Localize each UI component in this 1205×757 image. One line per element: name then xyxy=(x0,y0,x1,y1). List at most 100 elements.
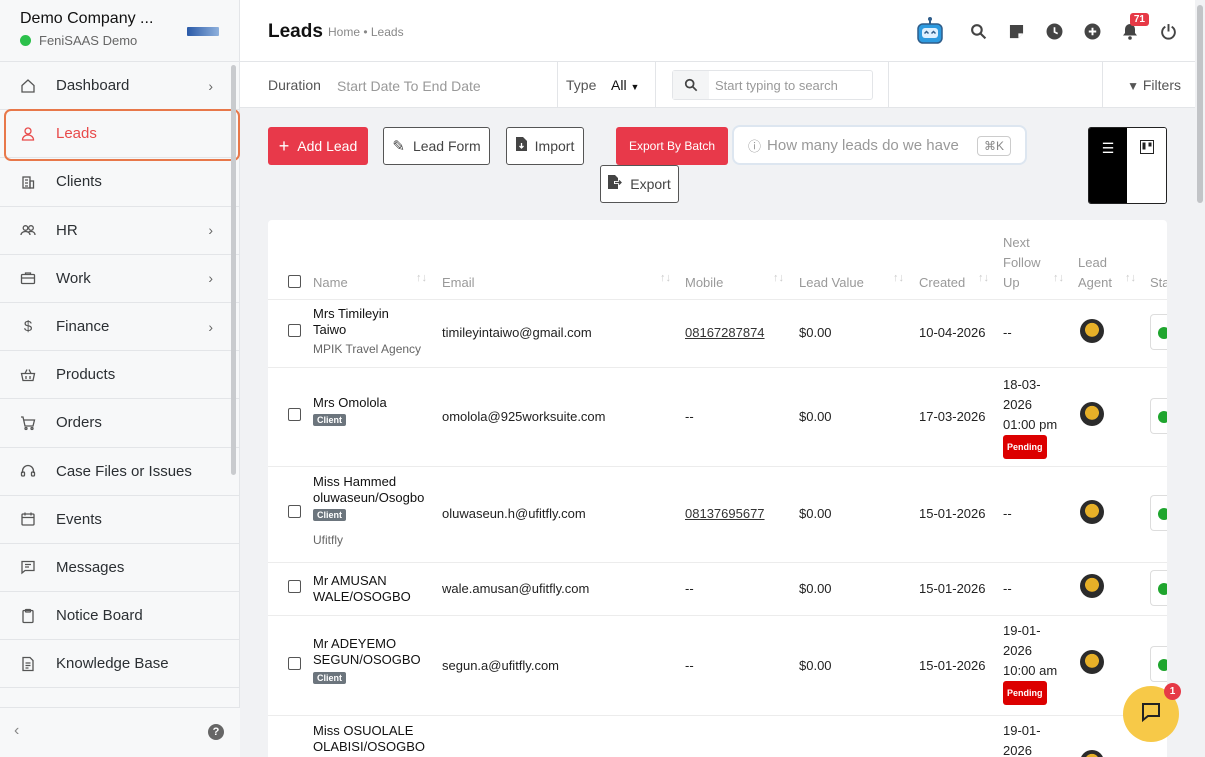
sidebar-item-messages[interactable]: Messages xyxy=(0,544,239,593)
sidebar-item-clients[interactable]: Clients xyxy=(0,158,239,207)
sidebar-item-finance[interactable]: $ Finance › xyxy=(0,303,239,352)
lead-email: segun.a@ufitfly.com xyxy=(442,658,560,673)
status-select[interactable] xyxy=(1150,646,1167,682)
table-row[interactable]: Mr AMUSAN WALE/OSOGBO wale.amusan@ufitfly… xyxy=(268,562,1167,615)
scrollbar-thumb[interactable] xyxy=(1197,5,1203,203)
row-checkbox[interactable] xyxy=(288,580,301,593)
search-input[interactable] xyxy=(715,77,865,93)
column-header-created[interactable]: Created xyxy=(919,275,966,290)
agent-avatar[interactable] xyxy=(1080,319,1104,343)
ai-robot-icon[interactable] xyxy=(915,16,945,46)
company-switcher[interactable]: Demo Company ... FeniSAAS Demo xyxy=(0,0,239,62)
sidebar-item-knowledge-base[interactable]: Knowledge Base xyxy=(0,640,239,689)
list-view-icon[interactable]: ☰ xyxy=(1089,128,1128,203)
agent-avatar[interactable] xyxy=(1080,402,1104,426)
sidebar-item-dashboard[interactable]: Dashboard › xyxy=(0,62,239,111)
page-scrollbar[interactable] xyxy=(1195,0,1205,757)
row-checkbox[interactable] xyxy=(288,657,301,670)
filters-button[interactable]: ▼ Filters xyxy=(1127,77,1181,93)
lead-name[interactable]: Mrs Omolola xyxy=(313,395,387,410)
lead-value: $0.00 xyxy=(799,506,832,521)
select-all-checkbox[interactable] xyxy=(288,275,301,288)
sidebar-item-case-files[interactable]: Case Files or Issues xyxy=(0,448,239,496)
lead-mobile[interactable]: 08137695677 xyxy=(685,506,765,521)
lead-form-button[interactable]: ✎ Lead Form xyxy=(383,127,490,165)
table-row[interactable]: Mrs Timileyin Taiwo MPIK Travel Agency ti… xyxy=(268,299,1167,367)
client-badge: Client xyxy=(313,509,347,521)
sort-icon[interactable]: ↑↓ xyxy=(893,272,904,284)
kanban-view-icon[interactable] xyxy=(1127,128,1166,203)
add-circle-icon[interactable] xyxy=(1073,14,1111,48)
lead-name[interactable]: Mr AMUSAN WALE/OSOGBO xyxy=(313,573,411,604)
sidebar-item-leads[interactable]: Leads xyxy=(0,110,239,159)
status-select[interactable] xyxy=(1150,495,1167,531)
row-checkbox[interactable] xyxy=(288,505,301,518)
agent-avatar[interactable] xyxy=(1080,750,1104,757)
chat-launcher-button[interactable]: 1 xyxy=(1123,683,1181,742)
import-button[interactable]: Import xyxy=(506,127,584,165)
export-button[interactable]: Export xyxy=(600,165,679,203)
status-select[interactable] xyxy=(1150,314,1167,350)
ask-ai-input[interactable]: ⓘ How many leads do we have ⌘K xyxy=(732,125,1027,165)
table-row[interactable]: Miss OSUOLALE OLABISI/OSOGBO 19-01- 2026 xyxy=(268,715,1167,757)
lead-mobile[interactable]: 08167287874 xyxy=(685,325,765,340)
table-row[interactable]: Miss Hammed oluwaseun/Osogbo Client Ufitf… xyxy=(268,466,1167,562)
chevron-right-icon: › xyxy=(208,270,213,287)
sort-icon[interactable]: ↑↓ xyxy=(416,272,427,284)
online-status-dot xyxy=(20,35,31,46)
column-header-status[interactable]: Sta xyxy=(1150,275,1167,290)
sidebar-item-events[interactable]: Events xyxy=(0,496,239,544)
sticky-note-icon[interactable] xyxy=(997,14,1035,48)
sort-icon[interactable]: ↑↓ xyxy=(660,272,671,284)
notification-bell-icon[interactable]: 71 xyxy=(1111,13,1149,48)
column-header-next-follow-up[interactable]: Next Follow Up xyxy=(1003,235,1041,290)
sort-icon[interactable]: ↑↓ xyxy=(1125,272,1136,284)
status-select[interactable] xyxy=(1150,398,1167,434)
add-lead-button[interactable]: + Add Lead xyxy=(268,127,368,165)
lead-name[interactable]: Mr ADEYEMO SEGUN/OSOGBO xyxy=(313,636,421,667)
row-checkbox[interactable] xyxy=(288,408,301,421)
lead-value: $0.00 xyxy=(799,409,832,424)
sidebar-item-orders[interactable]: Orders xyxy=(0,399,239,448)
lead-email: timileyintaiwo@gmail.com xyxy=(442,325,592,340)
column-header-name[interactable]: Name xyxy=(313,275,348,290)
sort-icon[interactable]: ↑↓ xyxy=(978,272,989,284)
sidebar-item-work[interactable]: Work › xyxy=(0,255,239,303)
clock-icon[interactable] xyxy=(1035,14,1073,48)
column-header-mobile[interactable]: Mobile xyxy=(685,275,724,290)
search-icon[interactable] xyxy=(959,14,997,48)
column-header-lead-agent[interactable]: Lead Agent xyxy=(1078,255,1112,290)
table-row[interactable]: Mr ADEYEMO SEGUN/OSOGBO Client segun.a@uf… xyxy=(268,615,1167,715)
help-icon[interactable]: ? xyxy=(208,724,224,740)
sort-icon[interactable]: ↑↓ xyxy=(773,272,784,284)
chevron-right-icon: › xyxy=(208,318,213,335)
power-icon[interactable] xyxy=(1149,14,1187,48)
table-row[interactable]: Mrs Omolola Client omolola@925worksuite.… xyxy=(268,367,1167,466)
column-header-lead-value[interactable]: Lead Value xyxy=(799,275,864,290)
lead-name[interactable]: Miss Hammed oluwaseun/Osogbo xyxy=(313,474,425,505)
sidebar-item-products[interactable]: Products xyxy=(0,351,239,400)
agent-avatar[interactable] xyxy=(1080,574,1104,598)
sort-icon[interactable]: ↑↓ xyxy=(1053,272,1064,284)
sidebar-item-hr[interactable]: HR › xyxy=(0,207,239,255)
type-select[interactable]: All ▼ xyxy=(611,77,640,93)
status-select[interactable] xyxy=(1150,570,1167,606)
date-range-picker[interactable]: Start Date To End Date xyxy=(337,78,481,94)
chat-bubble-icon xyxy=(1140,701,1162,728)
dollar-icon: $ xyxy=(23,318,33,336)
row-checkbox[interactable] xyxy=(288,324,301,337)
lead-name[interactable]: Miss OSUOLALE OLABISI/OSOGBO xyxy=(313,723,425,754)
sidebar-item-notice-board[interactable]: Notice Board xyxy=(0,592,239,641)
agent-avatar[interactable] xyxy=(1080,500,1104,524)
lead-next-follow-up: -- xyxy=(1003,506,1012,521)
column-header-email[interactable]: Email xyxy=(442,275,475,290)
agent-avatar[interactable] xyxy=(1080,650,1104,674)
sidebar-scrollbar[interactable] xyxy=(231,65,236,475)
lead-name[interactable]: Mrs Timileyin Taiwo xyxy=(313,306,389,337)
lead-next-follow-up: -- xyxy=(1003,581,1012,596)
chevron-left-icon[interactable]: ‹ xyxy=(14,722,20,739)
page-title: Leads xyxy=(268,21,323,42)
company-name: Demo Company ... xyxy=(20,10,154,27)
duration-label: Duration xyxy=(268,77,321,93)
export-by-batch-button[interactable]: Export By Batch xyxy=(616,127,728,165)
